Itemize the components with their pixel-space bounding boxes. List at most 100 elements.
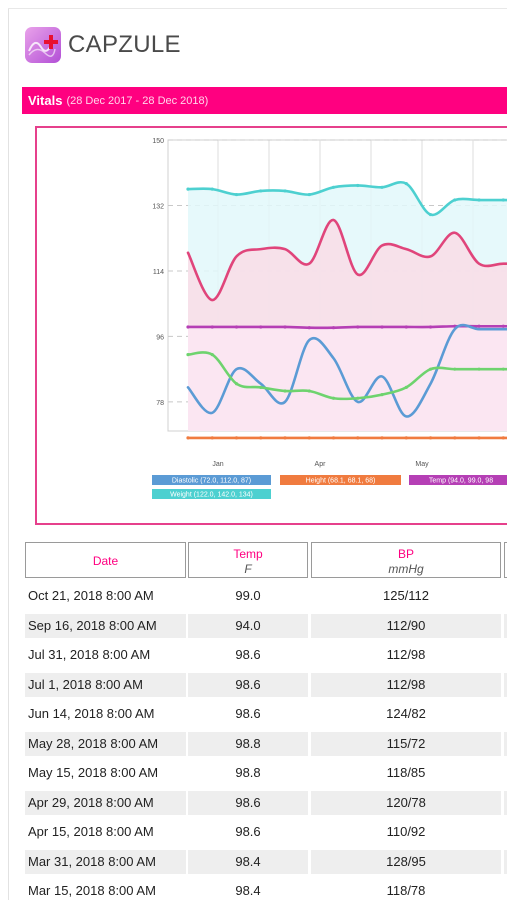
table-row[interactable]: Jul 31, 2018 8:00 AM 98.6 112/98 [25,639,507,669]
series-point-temp [477,324,481,328]
series-point-other [331,396,336,400]
row-shading [188,731,308,756]
series-point-temp [380,325,384,329]
series-fill-temp [188,326,507,431]
table-row[interactable]: Jun 14, 2018 8:00 AM 98.6 124/82 [25,698,507,728]
series-line-diastolic [186,323,507,418]
row-shading [25,849,186,874]
series-point-other [307,389,311,393]
row-shading [188,672,308,697]
row-shading [311,613,501,638]
table-row[interactable]: Jul 1, 2018 8:00 AM 98.6 112/98 [25,669,507,699]
series-point-weight [210,187,214,191]
table-body: Oct 21, 2018 8:00 AM 99.0 125/112 Sep 16, 2… [25,580,507,905]
table-row[interactable]: May 15, 2018 8:00 AM 98.8 118/85 [25,757,507,787]
row-shading [504,731,507,756]
series-point-other [234,382,239,386]
series-point-temp [331,326,336,330]
table-header-row: Date Temp F BP mmHg [25,542,507,580]
cell-bp: 120/78 [386,794,426,810]
series-point-temp [210,325,214,329]
legend-label: Height (68.1, 68.1, 68) [306,478,376,485]
series-point-weight [186,187,190,191]
column-header-bp[interactable]: BP mmHg [311,542,501,578]
series-point-temp [356,325,360,329]
cell-date: May 28, 2018 8:00 AM [28,735,159,751]
row-shading [25,790,186,815]
table-row[interactable]: Oct 21, 2018 8:00 AM 99.0 125/112 [25,580,507,610]
series-point-other [501,367,505,371]
cell-bp: 110/92 [386,824,426,839]
cell-temp: 98.6 [235,706,261,721]
page-border [8,8,9,900]
series-point-height [259,436,263,440]
series-point-height [283,436,287,440]
row-shading [504,672,507,697]
series-point-temp [404,325,408,329]
series-point-other [453,367,457,371]
cell-temp: 98.6 [235,647,261,662]
series-point-height [404,436,408,440]
legend-label: Diastolic (72.0, 112.0, 87) [172,478,251,485]
row-shading [311,849,501,874]
capzule-logo-icon [25,27,61,63]
cell-date: Apr 29, 2018 8:00 AM [28,794,154,810]
series-point-height [501,436,505,440]
series-point-height [331,436,336,440]
table-row[interactable]: May 28, 2018 8:00 AM 98.8 115/72 [25,728,507,758]
cell-date: Jun 14, 2018 8:00 AM [28,706,155,721]
series-line-systolic [186,218,507,302]
cell-temp: 98.6 [235,824,261,839]
row-shading [311,672,501,697]
cell-temp: 98.8 [235,735,261,751]
cell-date: Jul 31, 2018 8:00 AM [28,647,151,662]
series-point-other [477,367,481,371]
table-row[interactable]: Apr 29, 2018 8:00 AM 98.6 120/78 [25,787,507,817]
cell-bp: 118/78 [386,883,426,898]
column-header-bp-unit: mmHg [388,562,424,576]
series-point-other [356,396,360,400]
x-tick-label: Apr [315,461,327,468]
y-tick-label: 150 [152,138,164,145]
series-point-weight [453,198,457,202]
table-row[interactable]: Mar 31, 2018 8:00 AM 98.4 128/95 [25,846,507,876]
series-point-other [404,385,408,389]
series-point-weight [234,192,239,197]
page-border-top [8,8,507,9]
series-point-other [186,353,190,357]
series-point-temp [428,325,433,329]
vitals-chart[interactable]: 150 132 114 96 78 Jan Apr May Diastolic (72.0, 1… [37,128,507,523]
series-point-temp [259,325,263,329]
vitals-date-range: (28 Dec 2017 - 28 Dec 2018) [66,94,209,107]
cell-bp: 112/98 [386,647,426,662]
table-row[interactable]: Sep 16, 2018 8:00 AM 94.0 112/90 [25,610,507,640]
series-point-height [186,436,190,440]
column-header-temp[interactable]: Temp F [188,542,308,578]
vitals-header-bar[interactable]: Vitals (28 Dec 2017 - 28 Dec 2018) [22,87,507,114]
cell-bp: 112/90 [386,617,426,633]
table-row[interactable]: Mar 15, 2018 8:00 AM 98.4 118/78 [25,875,507,905]
legend-label: Weight (122.0, 142.0, 134) [170,492,253,499]
row-shading [504,849,507,874]
row-shading [504,613,507,638]
row-shading [25,731,186,756]
series-point-other [428,367,433,371]
series-point-height [210,436,214,440]
series-point-weight [477,198,481,202]
cell-bp: 115/72 [386,735,426,751]
cell-bp: 124/82 [386,706,426,721]
table-row[interactable]: Apr 15, 2018 8:00 AM 98.6 110/92 [25,816,507,846]
series-point-height [356,436,360,440]
column-header-temp-unit: F [244,562,252,576]
column-header-date[interactable]: Date [25,542,186,578]
series-point-height [477,436,481,440]
series-point-temp [234,325,239,329]
series-point-weight [356,183,360,188]
row-shading [188,613,308,638]
series-point-temp [501,324,505,328]
cell-date: Sep 16, 2018 8:00 AM [28,617,157,633]
cell-temp: 98.6 [235,676,261,692]
app-title: CAPZULE [68,31,181,58]
row-shading [188,849,308,874]
legend-swatch [409,475,507,485]
